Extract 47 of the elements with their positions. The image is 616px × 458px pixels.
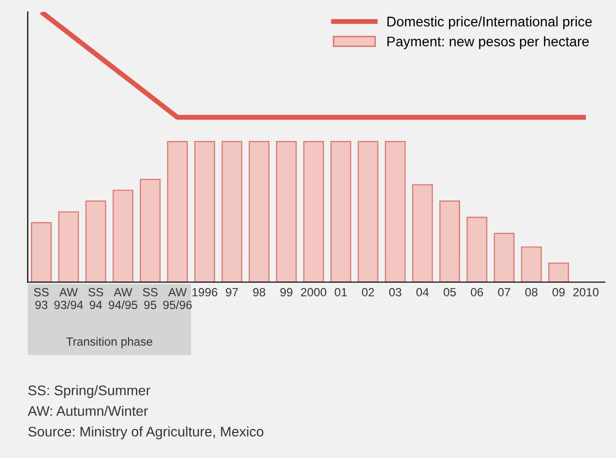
- bar: [276, 141, 297, 282]
- bar: [384, 141, 406, 282]
- bar: [248, 141, 270, 282]
- bar: [58, 211, 79, 282]
- bar: [85, 200, 106, 282]
- x-tick-label: 09: [552, 288, 565, 296]
- x-tick-label: 02: [362, 288, 374, 296]
- bar: [521, 246, 542, 282]
- x-tick-label: AW 95/96: [163, 288, 192, 310]
- x-tick-label: 2000: [301, 288, 326, 296]
- bar: [358, 141, 378, 282]
- source-note: Source: Ministry of Agriculture, Mexico: [28, 426, 264, 440]
- x-tick-label: SS 93: [34, 288, 49, 310]
- x-tick-label: 08: [525, 288, 538, 296]
- bar: [194, 141, 216, 282]
- legend-label: Domestic price/International price: [387, 16, 592, 30]
- x-tick-label: 99: [280, 288, 292, 296]
- x-tick-label: 01: [334, 288, 347, 296]
- x-tick-label: 98: [253, 288, 266, 296]
- bar: [466, 216, 488, 282]
- bar: [112, 190, 134, 282]
- x-tick-label: 05: [444, 288, 456, 296]
- text: SS: Spring/Summer: [28, 385, 150, 398]
- bar: [439, 200, 460, 282]
- text: Transition phase: [66, 337, 152, 348]
- bar: [140, 178, 161, 282]
- x-tick-label: 06: [470, 288, 483, 296]
- x-tick-label: SS 94: [88, 288, 104, 310]
- text: AW: Autumn/Winter: [28, 406, 148, 416]
- bar: [330, 141, 352, 282]
- x-tick-label: 03: [389, 288, 402, 296]
- bar: [412, 184, 433, 282]
- bar: [167, 141, 188, 282]
- bar: [494, 232, 515, 282]
- x-tick-label: AW 93/94: [54, 288, 83, 310]
- x-tick-label: 07: [498, 288, 510, 296]
- bar: [303, 141, 324, 282]
- bar: [548, 262, 569, 282]
- x-tick-label: 1996: [192, 288, 218, 296]
- x-tick-label: 97: [226, 288, 238, 296]
- bar: [222, 141, 242, 282]
- bar: [30, 222, 52, 282]
- x-tick-label: 04: [416, 288, 429, 296]
- x-tick-label: 2010: [573, 288, 599, 296]
- legend-label: Payment: new pesos per hectare: [387, 36, 589, 50]
- x-tick-label: SS 95: [142, 288, 158, 310]
- x-tick-label: AW 94/95: [108, 288, 138, 310]
